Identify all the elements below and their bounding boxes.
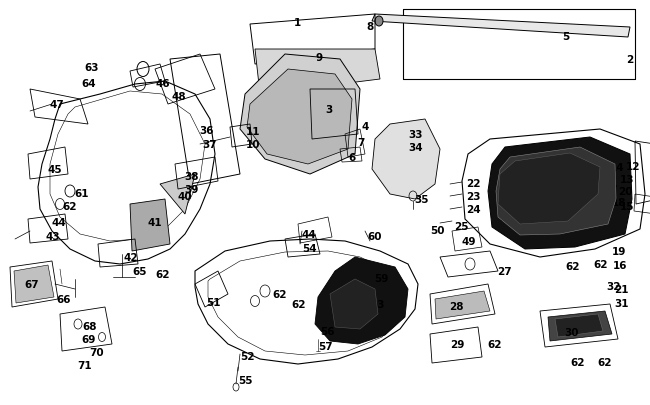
Text: 54: 54 — [302, 243, 317, 254]
Text: 7: 7 — [357, 138, 365, 148]
Text: 43: 43 — [46, 231, 60, 241]
Polygon shape — [372, 15, 630, 38]
Text: 28: 28 — [449, 301, 463, 311]
Text: 53: 53 — [370, 299, 385, 309]
Text: 35: 35 — [414, 194, 428, 205]
Polygon shape — [548, 311, 612, 341]
Text: 57: 57 — [318, 341, 333, 351]
Text: 2: 2 — [626, 55, 633, 65]
Text: 40: 40 — [178, 192, 192, 202]
Text: 36: 36 — [199, 126, 213, 136]
Text: 56: 56 — [320, 326, 335, 336]
Text: 62: 62 — [291, 299, 305, 309]
Text: 47: 47 — [50, 100, 65, 110]
Polygon shape — [498, 153, 600, 224]
Text: 17: 17 — [604, 185, 619, 194]
Text: 22: 22 — [466, 179, 480, 189]
Text: 18: 18 — [612, 198, 627, 207]
Polygon shape — [240, 55, 360, 175]
Text: 24: 24 — [466, 205, 480, 215]
Polygon shape — [488, 138, 632, 249]
Text: 26: 26 — [499, 213, 514, 222]
Polygon shape — [555, 314, 603, 337]
Text: 8: 8 — [366, 22, 373, 32]
Text: 62: 62 — [487, 339, 502, 349]
Text: 3: 3 — [325, 105, 332, 115]
Text: 48: 48 — [172, 92, 187, 102]
Text: 70: 70 — [89, 347, 103, 357]
Text: 59: 59 — [374, 273, 389, 283]
Text: 68: 68 — [82, 321, 96, 331]
Text: 63: 63 — [84, 63, 99, 73]
Text: 29: 29 — [450, 339, 464, 349]
Text: 21: 21 — [614, 284, 629, 294]
Text: 44: 44 — [52, 217, 67, 228]
Text: 69: 69 — [81, 334, 96, 344]
Text: 49: 49 — [461, 237, 476, 246]
Text: 46: 46 — [155, 79, 170, 89]
Text: 4: 4 — [362, 122, 369, 132]
Polygon shape — [372, 120, 440, 200]
Text: 45: 45 — [47, 164, 62, 175]
Polygon shape — [130, 200, 170, 252]
Text: 37: 37 — [202, 140, 216, 149]
Text: 62: 62 — [597, 357, 612, 367]
Text: 31: 31 — [614, 298, 629, 308]
Text: 62: 62 — [593, 259, 608, 269]
Text: 51: 51 — [206, 297, 220, 307]
Text: 38: 38 — [184, 172, 198, 181]
Text: 13: 13 — [620, 175, 634, 185]
Text: 62: 62 — [570, 357, 584, 367]
Text: 67: 67 — [24, 279, 38, 289]
Ellipse shape — [375, 17, 383, 27]
Text: 30: 30 — [564, 327, 579, 337]
Text: 19: 19 — [612, 246, 627, 256]
Text: 5: 5 — [562, 32, 569, 42]
Text: 33: 33 — [408, 130, 422, 140]
Polygon shape — [330, 279, 378, 329]
Text: 16: 16 — [613, 260, 627, 270]
Text: 11: 11 — [246, 127, 261, 136]
Text: 15: 15 — [620, 202, 634, 211]
Text: 62: 62 — [155, 269, 170, 279]
Text: 10: 10 — [246, 140, 261, 149]
Text: 60: 60 — [367, 231, 382, 241]
Text: 71: 71 — [77, 360, 92, 370]
Polygon shape — [247, 70, 352, 164]
Text: 23: 23 — [466, 192, 480, 202]
Text: 44: 44 — [302, 230, 317, 239]
Text: 64: 64 — [81, 79, 96, 89]
Text: 32: 32 — [606, 281, 621, 291]
Text: 39: 39 — [184, 185, 198, 194]
Text: 25: 25 — [454, 222, 469, 231]
Text: 62: 62 — [565, 261, 580, 271]
Text: 14: 14 — [610, 162, 625, 173]
Polygon shape — [255, 50, 380, 95]
Text: 65: 65 — [132, 266, 146, 276]
Text: 6: 6 — [348, 153, 356, 162]
Polygon shape — [496, 148, 616, 235]
Polygon shape — [315, 257, 408, 344]
Text: 9: 9 — [315, 53, 322, 63]
Text: 34: 34 — [408, 143, 422, 153]
Polygon shape — [14, 265, 54, 303]
Polygon shape — [160, 175, 195, 215]
Text: 41: 41 — [147, 217, 162, 228]
Text: 50: 50 — [430, 226, 445, 235]
Text: 12: 12 — [626, 162, 640, 172]
Text: 20: 20 — [618, 187, 632, 196]
Text: 55: 55 — [238, 375, 252, 385]
Text: 61: 61 — [74, 189, 88, 198]
Text: 52: 52 — [240, 351, 255, 361]
Text: 42: 42 — [123, 252, 138, 262]
Text: 1: 1 — [294, 18, 301, 28]
Text: 62: 62 — [62, 202, 77, 211]
Text: 62: 62 — [272, 289, 287, 299]
Text: 27: 27 — [497, 266, 512, 276]
Text: 58: 58 — [363, 302, 378, 312]
Polygon shape — [435, 291, 490, 319]
Text: 66: 66 — [56, 294, 70, 304]
